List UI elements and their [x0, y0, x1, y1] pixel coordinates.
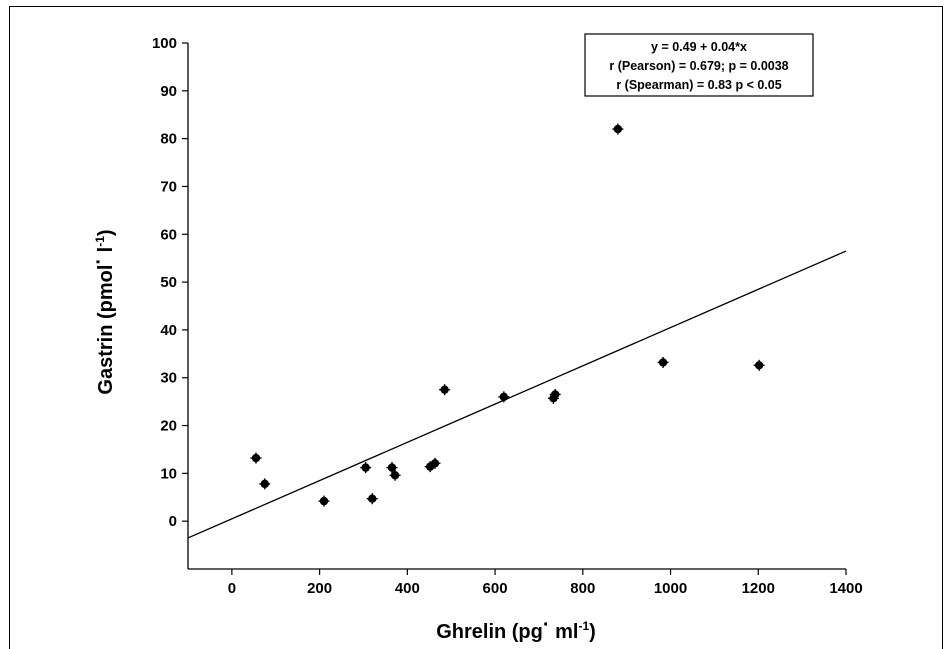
figure-frame [9, 6, 943, 649]
stats-annotation-box: y = 0.49 + 0.04*x r (Pearson) = 0.679; p… [584, 33, 814, 97]
x-tick-label: 1400 [829, 580, 862, 597]
data-point [318, 495, 330, 507]
data-point [360, 462, 372, 474]
regression-line [187, 250, 847, 539]
x-tick-label: 400 [395, 580, 420, 597]
spearman-stat: r (Spearman) = 0.83 p < 0.05 [616, 78, 781, 92]
y-tick-label: 90 [160, 83, 177, 100]
y-tick-label: 30 [160, 370, 177, 387]
data-point [439, 384, 451, 396]
y-tick-label: 40 [160, 322, 177, 339]
y-tick-label: 0 [169, 513, 177, 530]
data-point [612, 123, 624, 135]
regression-line-group [187, 250, 847, 539]
data-point [366, 493, 378, 505]
x-tick-label: 200 [307, 580, 332, 597]
data-point [429, 457, 441, 469]
y-tick-label: 60 [160, 226, 177, 243]
data-point [498, 391, 510, 403]
x-tick-label: 0 [228, 580, 236, 597]
x-tick-label: 1200 [742, 580, 775, 597]
pearson-stat: r (Pearson) = 0.679; p = 0.0038 [609, 59, 788, 73]
x-ticks: 0 200 400 600 800 1000 1200 1400 [228, 569, 863, 597]
x-axis-title: Ghrelin (pg· ml-1) [436, 614, 596, 643]
y-tick-label: 80 [160, 131, 177, 148]
y-tick-label: 20 [160, 418, 177, 435]
data-point [389, 469, 401, 481]
data-point [250, 452, 262, 464]
data-point [657, 356, 669, 368]
y-tick-label: 100 [152, 35, 177, 52]
x-tick-label: 1000 [654, 580, 687, 597]
regression-equation: y = 0.49 + 0.04*x [651, 40, 747, 54]
data-point [386, 462, 398, 474]
y-ticks: 0 10 20 30 40 50 60 70 80 90 100 [152, 35, 188, 530]
x-tick-label: 800 [570, 580, 595, 597]
data-points [250, 123, 765, 507]
y-tick-label: 50 [160, 274, 177, 291]
axes [187, 43, 846, 570]
y-tick-label: 10 [160, 465, 177, 482]
stats-box-border [584, 33, 814, 97]
x-tick-label: 600 [483, 580, 508, 597]
y-axis-title: Gastrin (pmol· l-1) [88, 229, 117, 394]
data-point [753, 359, 765, 371]
data-point [259, 478, 271, 490]
data-point [549, 388, 561, 400]
y-tick-label: 70 [160, 178, 177, 195]
